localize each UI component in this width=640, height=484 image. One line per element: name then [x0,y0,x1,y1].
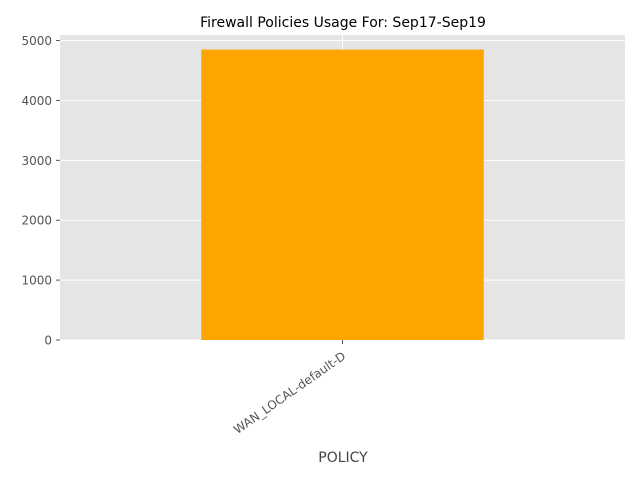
y-tick-label: 2000 [21,214,52,228]
y-tick-label: 4000 [21,94,52,108]
y-tick-label: 0 [44,334,52,348]
chart-title: Firewall Policies Usage For: Sep17-Sep19 [200,15,486,31]
y-tick-label: 1000 [21,274,52,288]
y-tick-label: 5000 [21,34,52,48]
y-tick-label: 3000 [21,154,52,168]
bars [201,49,484,340]
bar [201,49,484,340]
y-axis-ticks: 0 1000 2000 3000 4000 5000 [21,34,60,348]
x-axis-label: POLICY [318,450,368,466]
